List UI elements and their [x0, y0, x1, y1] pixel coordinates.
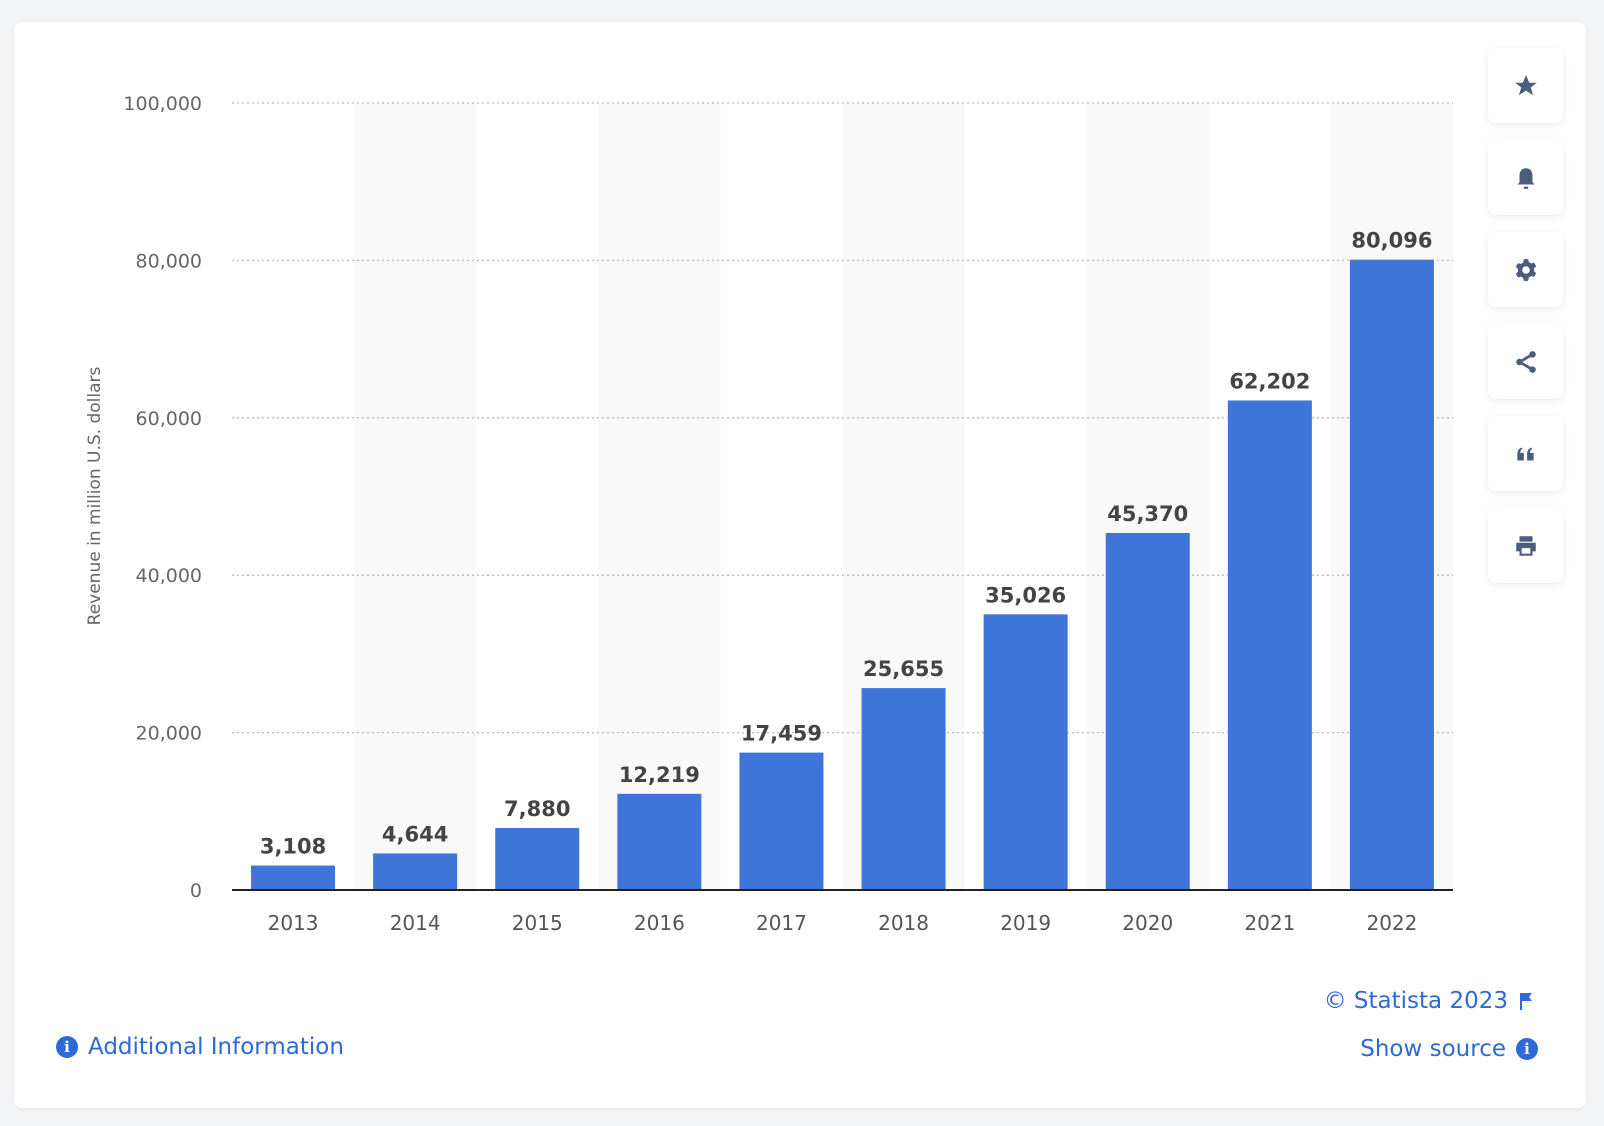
gear-icon [1515, 258, 1536, 281]
statista-copyright-link[interactable]: © Statista 2023 [1324, 988, 1534, 1014]
bar-2016 [617, 793, 702, 890]
show-source-link[interactable]: Show source i [1360, 1036, 1538, 1062]
data-label: 45,370 [1107, 502, 1188, 526]
y-tick-label: 0 [190, 880, 202, 902]
share-icon [1515, 350, 1536, 373]
data-label: 12,219 [619, 763, 700, 787]
flag-icon [1520, 993, 1532, 1010]
info-icon: i [56, 1036, 78, 1058]
bar-2014 [373, 853, 458, 890]
additional-information-text: Additional Information [88, 1034, 344, 1060]
data-label: 62,202 [1229, 369, 1310, 393]
print-icon [1515, 535, 1536, 556]
y-tick-label: 60,000 [136, 408, 202, 430]
x-tick-label: 2016 [634, 911, 685, 935]
chart-card [14, 22, 1586, 1108]
show-source-text: Show source [1360, 1036, 1506, 1062]
data-label: 17,459 [741, 722, 822, 746]
bar-2019 [983, 614, 1068, 890]
bar-2017 [739, 752, 824, 890]
x-tick-label: 2020 [1122, 911, 1173, 935]
settings-button[interactable] [1488, 232, 1563, 307]
y-axis-label: Revenue in million U.S. dollars [85, 366, 105, 625]
x-tick-label: 2013 [268, 911, 319, 935]
favorite-button[interactable] [1488, 48, 1563, 123]
y-tick-label: 80,000 [136, 250, 202, 272]
x-tick-label: 2014 [390, 911, 441, 935]
column-band [598, 103, 721, 890]
data-label: 3,108 [260, 835, 326, 859]
star-icon [1514, 74, 1537, 95]
notification-button[interactable] [1488, 140, 1563, 215]
x-tick-label: 2018 [878, 911, 929, 935]
data-label: 25,655 [863, 657, 944, 681]
x-tick-label: 2022 [1366, 911, 1417, 935]
bar-2015 [495, 827, 580, 890]
print-button[interactable] [1488, 508, 1563, 583]
x-tick-label: 2021 [1244, 911, 1295, 935]
data-label: 35,026 [985, 583, 1066, 607]
data-label: 7,880 [504, 797, 570, 821]
y-tick-label: 40,000 [136, 565, 202, 587]
data-label: 80,096 [1351, 229, 1432, 253]
bar-2022 [1349, 259, 1434, 890]
x-tick-label: 2015 [512, 911, 563, 935]
bell-icon [1516, 167, 1535, 189]
info-icon: i [1516, 1038, 1538, 1060]
y-tick-label: 100,000 [123, 93, 202, 115]
bar-2020 [1105, 532, 1190, 890]
x-tick-label: 2017 [756, 911, 807, 935]
bar-2013 [251, 865, 336, 890]
data-label: 4,644 [382, 822, 448, 846]
quote-icon [1516, 447, 1534, 460]
additional-information-link[interactable]: i Additional Information [56, 1034, 344, 1060]
bar-2018 [861, 688, 946, 890]
copyright-text: © Statista 2023 [1323, 988, 1508, 1014]
bar-2021 [1227, 400, 1312, 890]
share-button[interactable] [1488, 324, 1563, 399]
y-tick-label: 20,000 [136, 723, 202, 745]
column-band [354, 103, 477, 890]
x-tick-label: 2019 [1000, 911, 1051, 935]
cite-button[interactable] [1488, 416, 1563, 491]
